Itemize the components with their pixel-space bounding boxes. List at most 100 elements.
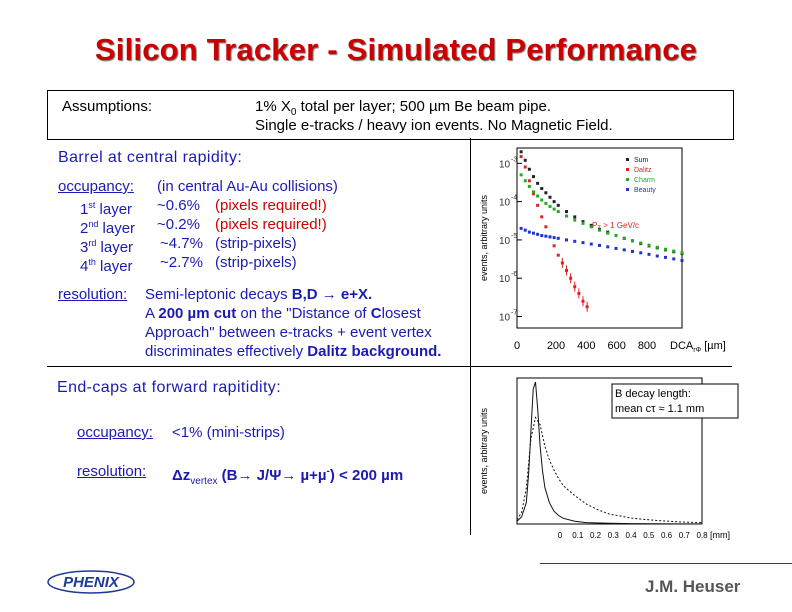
data-point-dalitz: [527, 179, 531, 183]
endcap-occupancy-label: occupancy:: [77, 424, 153, 441]
slide-title: Silicon Tracker - Simulated Performance: [94, 32, 698, 67]
x-tick-label: 0.3: [608, 531, 620, 540]
x-tick-label: 0.8: [696, 531, 708, 540]
layer-occupancy: ~0.6%: [157, 197, 200, 214]
author-name: J.M. Heuser: [645, 577, 741, 596]
barrel-resolution-label: resolution:: [58, 286, 128, 303]
data-point-beauty: [655, 254, 659, 258]
data-point-charm: [573, 218, 577, 222]
data-point-beauty: [639, 251, 643, 255]
data-point-charm: [664, 247, 667, 251]
x-axis-unit: [mm]: [710, 530, 730, 540]
barrel-heading: Barrel at central rapidity:: [58, 149, 243, 166]
x-tick-label: 0.1: [572, 531, 584, 540]
legend-item: Charm: [634, 177, 655, 184]
data-point-beauty: [647, 252, 651, 256]
y-tick-exponent: -4: [511, 195, 517, 202]
data-point-dalitz: [540, 215, 544, 219]
decay-length-box: [611, 383, 739, 419]
data-point-beauty: [544, 234, 548, 238]
y-tick-label: 10: [499, 313, 511, 324]
horizontal-divider: [47, 366, 732, 367]
layer-label: 1st layer: [80, 200, 133, 218]
legend-marker: [626, 168, 629, 171]
y-tick-label: 10: [499, 236, 511, 247]
layer-note: (pixels required!): [215, 197, 327, 214]
data-point-charm: [519, 173, 523, 177]
y-axis-label: events, arbitrary units: [479, 194, 489, 281]
data-point-sum: [527, 167, 531, 171]
y-tick-label: 10: [499, 274, 511, 285]
x-tick-label: 0.4: [625, 531, 637, 540]
data-point-charm: [622, 236, 626, 240]
x-tick-label: 600: [607, 340, 625, 352]
assumptions-label: Assumptions:: [62, 98, 153, 115]
x-tick-label: 0: [558, 531, 563, 540]
assumptions-line-1: 1% X0 total per layer; 500 µm Be beam pi…: [255, 98, 552, 118]
data-point-beauty: [606, 245, 610, 249]
data-point-sum: [523, 158, 527, 162]
layer-occupancy: ~4.7%: [160, 235, 203, 252]
x-tick-label: 0.2: [590, 531, 602, 540]
data-point-sum: [565, 210, 568, 214]
data-point-beauty: [532, 231, 535, 235]
data-point-charm: [647, 243, 651, 247]
endcap-resolution-value: Δzvertex (B→ J/Ψ→ µ+µ-) < 200 µm: [172, 466, 404, 487]
data-point-charm: [540, 198, 544, 202]
assumptions-box: [47, 90, 734, 140]
layer-note: (pixels required!): [215, 216, 327, 233]
layer-note: (strip-pixels): [215, 254, 297, 271]
data-point-beauty: [598, 243, 601, 247]
data-point-dalitz: [532, 192, 535, 196]
data-point-charm: [565, 214, 568, 218]
x-axis-label: DCArΦ [µm]: [670, 340, 726, 354]
y-tick-exponent: -5: [511, 233, 517, 240]
data-point-beauty: [536, 232, 540, 236]
pt-cut-annotation: PT > 1 GeV/c: [592, 221, 639, 232]
endcap-heading: End-caps at forward rapitidity:: [57, 379, 282, 396]
data-point-charm: [523, 179, 527, 183]
data-point-beauty: [589, 242, 593, 246]
phenix-logo-text: PHENIX: [63, 574, 120, 591]
data-point-charm: [589, 225, 593, 229]
data-point-beauty: [565, 238, 568, 242]
data-point-beauty: [631, 249, 634, 253]
barrel-res-line-2: A 200 µm cut on the "Distance of Closest: [145, 305, 421, 322]
data-point-dalitz: [556, 253, 560, 257]
x-tick-label: 400: [577, 340, 595, 352]
legend-item: Dalitz: [634, 167, 652, 174]
data-point-sum: [573, 215, 577, 219]
x-tick-label: 0.6: [661, 531, 673, 540]
y-axis-label: events, arbitrary units: [479, 407, 489, 494]
data-point-charm: [598, 228, 601, 232]
layer-occupancy: ~2.7%: [160, 254, 203, 271]
barrel-res-line-1: Semi-leptonic decays B,D → e+X.: [145, 286, 373, 303]
x-tick-label: 800: [638, 340, 656, 352]
data-point-sum: [544, 191, 548, 195]
data-point-dalitz: [536, 203, 540, 207]
data-point-beauty: [573, 239, 577, 243]
data-point-beauty: [664, 255, 667, 259]
data-point-charm: [655, 245, 659, 249]
plot-area: [516, 147, 683, 329]
y-tick-label: 10: [499, 159, 511, 170]
data-point-sum: [536, 181, 540, 185]
data-point-charm: [548, 204, 552, 208]
x-tick-label: 0.5: [643, 531, 655, 540]
vertical-divider-bottom: [470, 367, 471, 535]
data-point-dalitz: [523, 165, 527, 169]
legend-marker: [626, 158, 629, 161]
data-point-charm: [606, 231, 610, 235]
layer-label: 2nd layer: [80, 219, 136, 237]
data-point-charm: [639, 241, 643, 245]
data-point-beauty: [622, 248, 626, 252]
data-point-dalitz: [519, 155, 523, 159]
barrel-occupancy-note: (in central Au-Au collisions): [157, 178, 338, 195]
histogram-dashed: [516, 416, 703, 524]
data-point-dalitz: [552, 244, 556, 248]
data-point-beauty: [540, 234, 544, 238]
x-tick-label: 0.7: [679, 531, 691, 540]
data-point-charm: [536, 194, 540, 198]
y-tick-exponent: -7: [511, 310, 517, 317]
x-tick-label: 200: [547, 340, 565, 352]
